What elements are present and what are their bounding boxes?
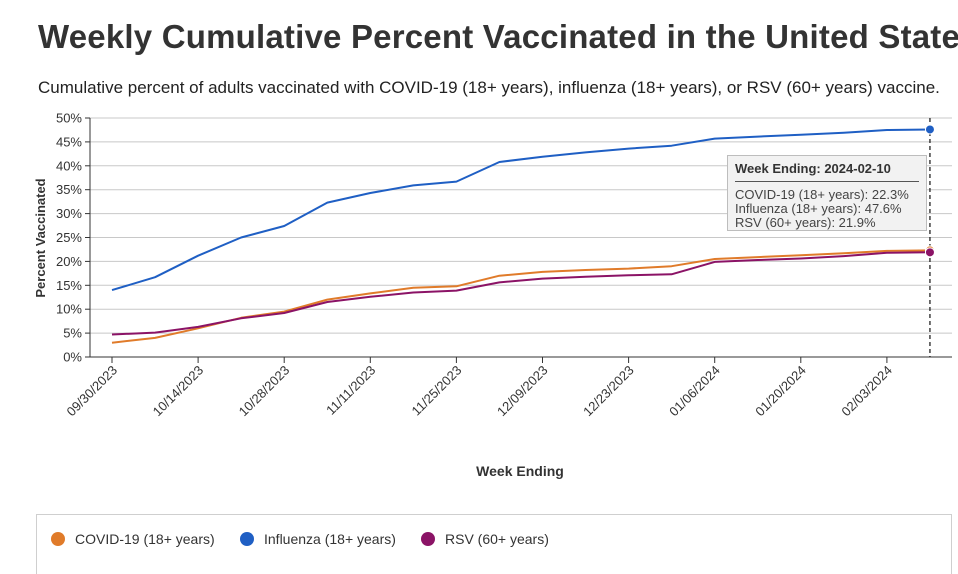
tooltip-title: Week Ending: 2024-02-10 [735, 162, 919, 182]
tooltip-row-influenza: Influenza (18+ years): 47.6% [735, 201, 902, 216]
y-tick-label: 15% [56, 278, 82, 293]
y-tick-label: 10% [56, 302, 82, 317]
y-tick-label: 50% [56, 111, 82, 126]
x-tick-label: 01/20/2024 [752, 363, 809, 420]
x-tick-label: 01/06/2024 [666, 363, 723, 420]
legend-item-covid[interactable]: COVID-19 (18+ years) [51, 531, 215, 547]
tooltip-row-covid: COVID-19 (18+ years): 22.3% [735, 187, 909, 202]
y-tick-label: 25% [56, 230, 82, 245]
influenza-hover-point [924, 124, 935, 135]
x-tick-label: 09/30/2023 [63, 363, 120, 420]
legend-label-influenza: Influenza (18+ years) [264, 531, 396, 547]
rsv-legend-dot-icon [421, 532, 435, 546]
x-tick-label: 10/14/2023 [150, 363, 207, 420]
y-axis-title: Percent Vaccinated [33, 178, 48, 297]
y-tick-label: 20% [56, 254, 82, 269]
x-axis-title: Week Ending [476, 463, 564, 479]
axes [85, 117, 952, 363]
tooltip-row-rsv: RSV (60+ years): 21.9% [735, 215, 876, 230]
x-tick-label: 12/09/2023 [494, 363, 551, 420]
y-tick-label: 35% [56, 182, 82, 197]
chart-title: Weekly Cumulative Percent Vaccinated in … [38, 18, 958, 55]
legend-item-rsv[interactable]: RSV (60+ years) [421, 531, 549, 547]
hover-tooltip: Week Ending: 2024-02-10 COVID-19 (18+ ye… [727, 155, 927, 231]
influenza-series-line [111, 128, 930, 292]
x-tick-label: 12/23/2023 [580, 363, 637, 420]
covid-series-line [111, 249, 930, 344]
chart-subtitle: Cumulative percent of adults vaccinated … [38, 78, 940, 97]
legend-item-influenza[interactable]: Influenza (18+ years) [240, 531, 396, 547]
line-chart: 0% 5% 10% 15% 20% 25% 30% 35% 40% 45% 50% 09/30/202… [33, 111, 952, 479]
y-tick-label: 45% [56, 134, 82, 149]
chart-legend: COVID-19 (18+ years) Influenza (18+ year… [36, 514, 952, 574]
rsv-hover-point [924, 247, 935, 258]
influenza-legend-dot-icon [240, 532, 254, 546]
y-tick-label: 30% [56, 206, 82, 221]
x-tick-label: 02/03/2024 [838, 363, 895, 420]
series-lines [111, 124, 935, 344]
x-tick-label: 11/11/2023 [323, 363, 378, 418]
y-tick-label: 40% [56, 158, 82, 173]
rsv-series-line [111, 251, 930, 336]
covid-legend-dot-icon [51, 532, 65, 546]
x-tick-label: 11/25/2023 [409, 363, 465, 419]
y-tick-label: 5% [63, 326, 82, 341]
y-tick-label: 0% [63, 350, 82, 365]
legend-label-rsv: RSV (60+ years) [445, 531, 549, 547]
x-tick-label: 10/28/2023 [236, 363, 293, 420]
legend-label-covid: COVID-19 (18+ years) [75, 531, 215, 547]
grid-lines [90, 117, 952, 358]
